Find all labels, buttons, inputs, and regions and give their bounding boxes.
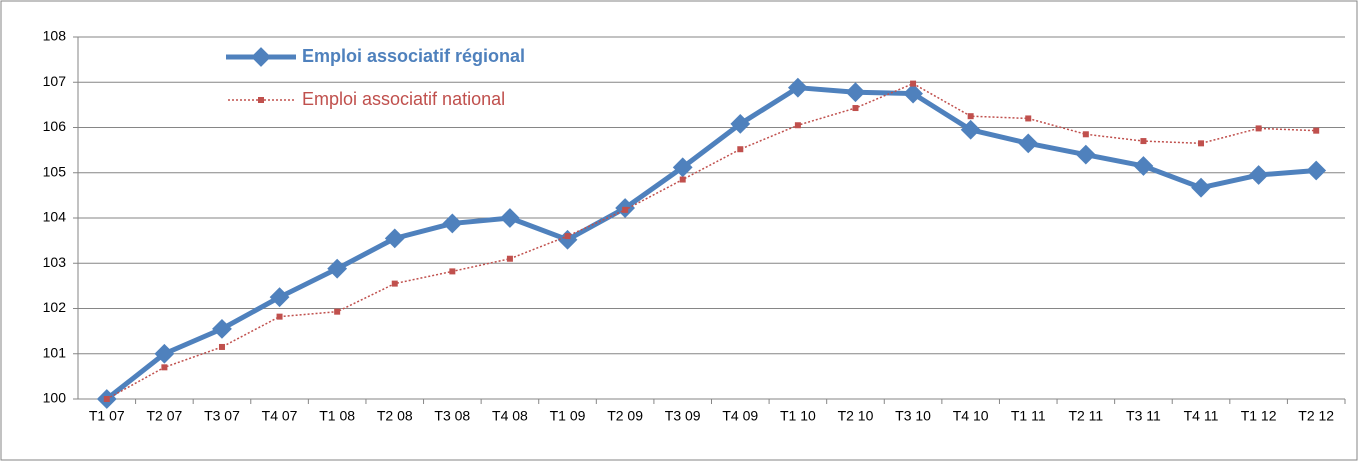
data-point <box>967 113 974 120</box>
x-tick-label: T4 09 <box>722 408 758 424</box>
data-point <box>1075 144 1096 165</box>
x-tick-label: T3 08 <box>434 408 470 424</box>
data-point <box>737 146 744 153</box>
x-tick-label: T2 08 <box>377 408 413 424</box>
x-tick-label: T2 07 <box>146 408 182 424</box>
data-point <box>1133 156 1154 176</box>
data-point <box>442 213 463 234</box>
x-tick-label: T1 08 <box>319 408 355 424</box>
series-line <box>105 85 1317 401</box>
data-point <box>1313 127 1320 134</box>
data-point <box>212 318 232 339</box>
y-tick-label: 106 <box>43 118 67 134</box>
data-point <box>794 122 801 129</box>
x-tick-label: T3 07 <box>204 408 240 424</box>
data-point <box>449 268 456 275</box>
x-tick-label: T2 09 <box>607 408 643 424</box>
x-tick-label: T3 09 <box>665 408 701 424</box>
x-tick-label: T2 11 <box>1068 408 1103 424</box>
x-tick-label: T4 10 <box>953 408 989 424</box>
y-tick-label: 108 <box>43 28 67 44</box>
x-tick-label: T1 09 <box>550 408 586 424</box>
data-point <box>1198 140 1205 147</box>
data-point <box>103 396 110 402</box>
x-tick-label: T4 11 <box>1184 408 1219 424</box>
data-point <box>1140 138 1147 145</box>
data-point <box>506 255 513 262</box>
data-point <box>1248 165 1269 185</box>
y-tick-label: 107 <box>43 73 67 89</box>
data-point <box>622 206 629 213</box>
data-point <box>1191 177 1211 198</box>
legend-label: Emploi associatif national <box>302 89 505 109</box>
data-point <box>1082 131 1089 138</box>
y-tick-label: 104 <box>43 209 67 225</box>
data-point <box>910 80 917 87</box>
data-point <box>564 233 571 240</box>
x-tick-label: T3 10 <box>895 408 931 424</box>
data-point <box>276 313 283 320</box>
y-tick-label: 105 <box>43 163 67 179</box>
data-point <box>1306 160 1327 181</box>
x-tick-label: T1 07 <box>89 408 125 424</box>
data-point <box>154 343 175 364</box>
series-line <box>106 82 1317 400</box>
data-point <box>391 280 398 287</box>
y-tick-label: 103 <box>43 254 67 270</box>
y-tick-label: 100 <box>43 390 67 406</box>
data-point <box>218 343 225 350</box>
legend: Emploi associatif régional Emploi associ… <box>226 46 525 109</box>
x-tick-label: T1 10 <box>780 408 816 424</box>
legend-marker <box>251 47 271 67</box>
data-point <box>269 287 290 308</box>
x-tick-label: T3 11 <box>1126 408 1161 424</box>
x-tick-label: T2 10 <box>838 408 874 424</box>
x-tick-label: T2 12 <box>1298 408 1334 424</box>
data-point <box>384 228 405 249</box>
x-tick-label: T1 12 <box>1241 408 1277 424</box>
x-tick-label: T4 07 <box>262 408 298 424</box>
legend-marker <box>258 97 264 103</box>
data-point <box>679 176 686 183</box>
x-tick-label: T4 08 <box>492 408 528 424</box>
x-tick-label: T1 11 <box>1011 408 1046 424</box>
legend-label: Emploi associatif régional <box>302 46 525 66</box>
y-tick-label: 102 <box>43 299 67 315</box>
data-point <box>327 258 348 279</box>
y-tick-label: 101 <box>43 344 67 360</box>
data-point <box>1255 125 1262 132</box>
data-point <box>161 364 168 371</box>
data-point <box>334 308 341 315</box>
data-point <box>852 105 859 112</box>
data-point <box>1025 115 1032 122</box>
